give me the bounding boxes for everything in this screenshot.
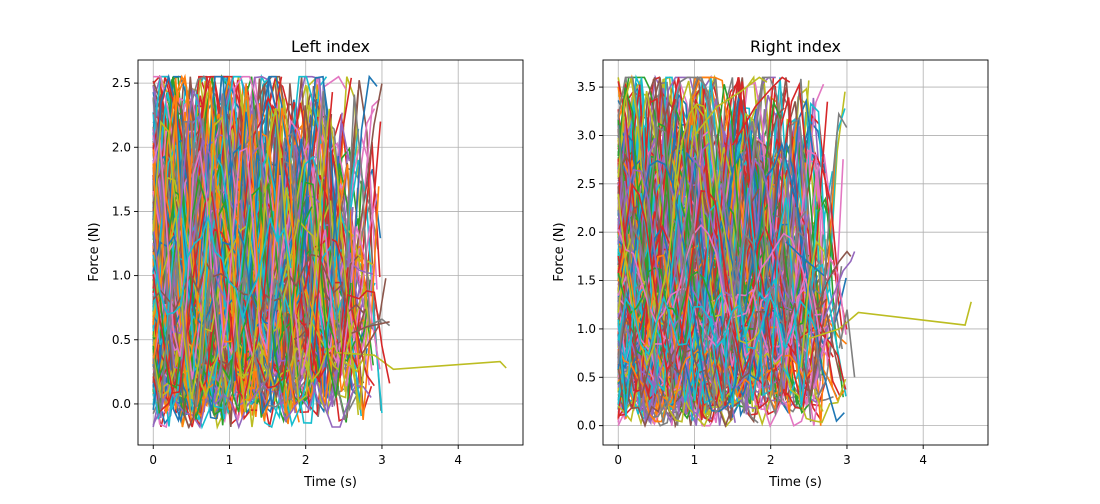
series-line (339, 290, 391, 384)
x-tick-label: 1 (226, 453, 234, 467)
y-tick-label: 3.5 (577, 80, 596, 94)
force-trace (152, 217, 329, 337)
force-trace (152, 223, 287, 327)
series-line (731, 76, 791, 146)
force-trace (152, 124, 315, 416)
force-trace (617, 237, 659, 322)
force-trace (152, 76, 279, 336)
force-trace (617, 141, 845, 423)
series-line (800, 240, 825, 368)
plot-area (617, 74, 972, 429)
y-tick-label: 1.5 (577, 274, 596, 288)
y-tick-label: 0.5 (112, 333, 131, 347)
y-tick-label: 1.0 (577, 322, 596, 336)
x-tick-label: 0 (614, 453, 622, 467)
x-tick-label: 4 (919, 453, 927, 467)
force-trace (152, 91, 371, 353)
series-line (838, 309, 856, 378)
x-tick-label: 2 (302, 453, 310, 467)
force-trace (152, 190, 271, 402)
force-trace (618, 90, 783, 316)
series-line (693, 76, 768, 136)
series-line (815, 250, 852, 310)
force-trace (617, 103, 762, 367)
x-axis-label: Time (s) (768, 475, 822, 490)
force-trace (152, 139, 281, 361)
x-tick-label: 4 (454, 453, 462, 467)
y-tick-label: 2.5 (577, 177, 596, 191)
force-trace (617, 301, 842, 399)
series-line (351, 321, 390, 335)
force-trace (617, 223, 822, 324)
y-tick-label: 3.0 (577, 128, 596, 142)
x-tick-label: 2 (767, 453, 775, 467)
y-tick-label: 2.5 (112, 76, 131, 90)
chart-title: Right index (750, 37, 841, 56)
plot-frame (137, 59, 524, 446)
chart-left: Left index Time (s) Force (N) 0 1 2 3 4 0.0 0.… (87, 37, 524, 490)
plot-frame (602, 59, 989, 446)
chart-right: Right index Time (s) Force (N) 0 1 2 3 4 0.0 0… (552, 37, 989, 490)
force-trace (617, 347, 712, 423)
force-trace (617, 291, 817, 357)
y-tick-label: 0.5 (577, 370, 596, 384)
force-trace (152, 214, 292, 323)
series-line (808, 301, 972, 340)
force-trace (617, 322, 831, 389)
force-trace (152, 261, 305, 415)
y-tick-label: 0.0 (577, 419, 596, 433)
force-trace (152, 108, 369, 413)
force-trace (617, 187, 818, 417)
y-tick-label: 1.0 (112, 269, 131, 283)
x-tick-label: 3 (843, 453, 851, 467)
chart-title: Left index (291, 37, 370, 56)
x-tick-label: 1 (691, 453, 699, 467)
y-tick-label: 2.0 (577, 225, 596, 239)
x-tick-label: 0 (149, 453, 157, 467)
force-trace (152, 222, 381, 380)
x-axis-label: Time (s) (303, 475, 357, 490)
y-axis-label: Force (N) (552, 222, 567, 281)
x-tick-label: 3 (378, 453, 386, 467)
force-trace (617, 157, 810, 315)
plot-area (152, 73, 507, 430)
series-line (312, 92, 334, 366)
force-trace (152, 228, 375, 413)
force-trace (617, 222, 822, 424)
series-line (358, 278, 387, 360)
y-tick-label: 2.0 (112, 140, 131, 154)
series-line (785, 241, 825, 277)
force-trace (617, 283, 801, 391)
force-trace (617, 245, 699, 351)
series-line (823, 251, 856, 320)
force-trace (152, 378, 372, 430)
y-tick-label: 0.0 (112, 397, 131, 411)
force-trace (617, 182, 758, 377)
y-axis-label: Force (N) (87, 222, 102, 281)
y-tick-label: 1.5 (112, 204, 131, 218)
